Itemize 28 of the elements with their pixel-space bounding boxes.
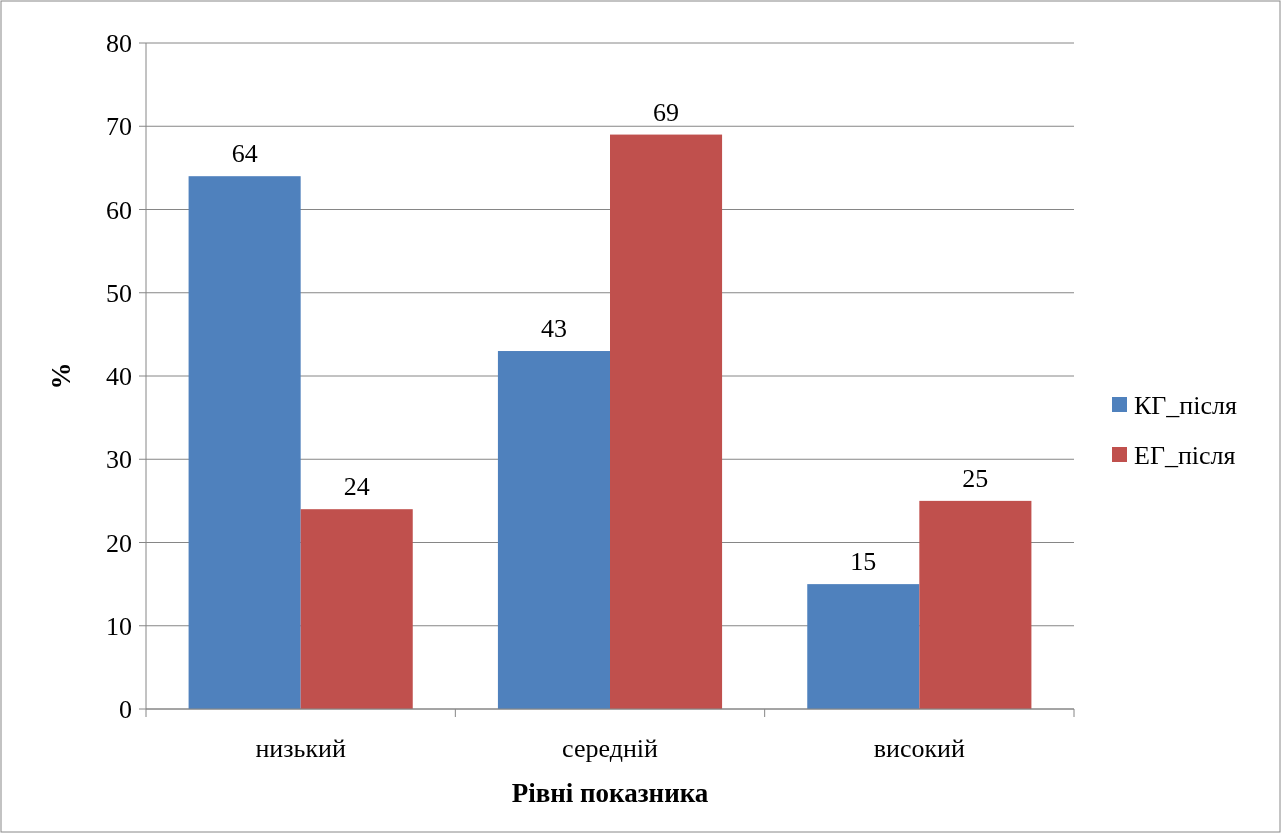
bar [497, 351, 610, 709]
y-axis-title: % [46, 362, 76, 390]
legend-label: КГ_після [1134, 391, 1238, 421]
bar [610, 134, 723, 709]
data-label: 25 [962, 463, 989, 493]
y-tick-label: 20 [106, 528, 132, 558]
y-tick-label: 40 [106, 362, 132, 392]
legend-label: ЕГ_після [1134, 441, 1236, 471]
bar [919, 500, 1032, 709]
data-label: 69 [653, 97, 680, 127]
y-tick-label: 30 [106, 445, 132, 475]
y-tick-label: 70 [106, 112, 132, 142]
y-tick-label: 80 [106, 29, 132, 59]
bar [300, 509, 413, 709]
x-tick-label: середній [562, 734, 659, 763]
data-label: 64 [231, 139, 258, 169]
y-tick-label: 0 [119, 695, 132, 725]
bar [188, 176, 301, 709]
data-label: 43 [540, 314, 567, 344]
x-tick-label: високий [873, 734, 966, 763]
bar [807, 584, 920, 709]
data-label: 24 [343, 472, 370, 502]
data-label: 15 [850, 547, 877, 577]
x-axis-title: Рівні показника [511, 778, 709, 808]
y-tick-label: 50 [106, 278, 132, 308]
y-tick-label: 10 [106, 611, 132, 641]
x-tick-label: низький [255, 734, 346, 763]
y-tick-label: 60 [106, 195, 132, 225]
